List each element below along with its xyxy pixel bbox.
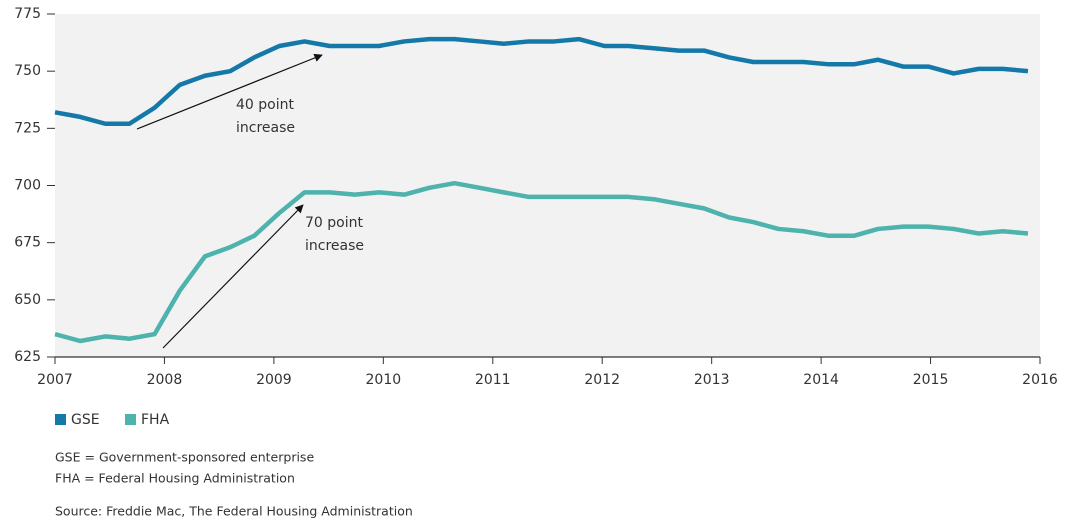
y-tick-label: 675 — [14, 235, 41, 251]
y-tick-label: 700 — [14, 178, 41, 194]
annotation: 40 point — [236, 97, 294, 113]
legend-label: GSE — [71, 412, 100, 428]
y-tick-label: 650 — [14, 292, 41, 308]
x-tick-label: 2010 — [366, 372, 402, 388]
note: GSE = Government-sponsored enterprise — [55, 450, 314, 465]
x-tick-label: 2007 — [37, 372, 73, 388]
y-tick-label: 725 — [14, 120, 41, 136]
x-tick-label: 2012 — [584, 372, 620, 388]
source: Source: Freddie Mac, The Federal Housing… — [55, 504, 413, 519]
annotation: 70 point — [305, 215, 363, 231]
annotation-arrow — [162, 204, 304, 349]
y-tick-label: 625 — [14, 349, 41, 365]
series-line — [54, 36, 1029, 127]
x-tick-label: 2011 — [475, 372, 511, 388]
y-tick-label: 775 — [14, 6, 41, 22]
annotation: increase — [305, 238, 364, 254]
x-tick-label: 2013 — [694, 372, 730, 388]
legend-swatch — [125, 414, 136, 425]
x-tick-label: 2014 — [803, 372, 839, 388]
legend-swatch — [55, 414, 66, 425]
x-tick-label: 2009 — [256, 372, 292, 388]
note: FHA = Federal Housing Administration — [55, 471, 295, 486]
annotation-arrow — [136, 53, 323, 130]
x-tick-label: 2015 — [913, 372, 949, 388]
x-tick-label: 2016 — [1022, 372, 1058, 388]
x-tick-label: 2008 — [147, 372, 183, 388]
annotation: increase — [236, 120, 295, 136]
y-tick-label: 750 — [14, 63, 41, 79]
legend-label: FHA — [141, 412, 170, 428]
series-line — [54, 180, 1029, 344]
